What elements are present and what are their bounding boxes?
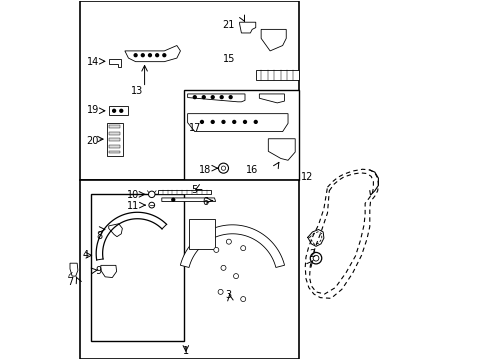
Circle shape bbox=[163, 54, 166, 57]
Bar bbox=[109, 132, 120, 135]
Text: 7: 7 bbox=[67, 277, 73, 287]
Polygon shape bbox=[109, 59, 122, 67]
Circle shape bbox=[241, 246, 245, 251]
Polygon shape bbox=[180, 225, 285, 267]
Circle shape bbox=[141, 54, 144, 57]
Polygon shape bbox=[109, 224, 122, 237]
Circle shape bbox=[218, 289, 223, 294]
Text: 6: 6 bbox=[202, 197, 209, 207]
Polygon shape bbox=[109, 107, 128, 115]
Circle shape bbox=[149, 202, 155, 208]
Circle shape bbox=[220, 96, 223, 99]
Polygon shape bbox=[162, 198, 216, 202]
Polygon shape bbox=[190, 220, 215, 249]
Circle shape bbox=[148, 54, 151, 57]
Bar bbox=[109, 150, 120, 153]
Circle shape bbox=[241, 297, 245, 302]
Text: 18: 18 bbox=[199, 165, 212, 175]
Bar bbox=[91, 194, 184, 341]
Bar bbox=[109, 138, 120, 141]
Text: 20: 20 bbox=[86, 136, 99, 145]
Circle shape bbox=[254, 121, 257, 123]
Bar bbox=[109, 126, 120, 129]
Circle shape bbox=[310, 252, 322, 264]
Polygon shape bbox=[188, 94, 245, 102]
Text: 19: 19 bbox=[86, 105, 98, 115]
Text: 12: 12 bbox=[300, 172, 313, 182]
Circle shape bbox=[221, 166, 225, 170]
Polygon shape bbox=[107, 123, 123, 156]
Circle shape bbox=[120, 109, 122, 112]
Polygon shape bbox=[101, 265, 117, 278]
Circle shape bbox=[226, 239, 231, 244]
Text: 21: 21 bbox=[222, 20, 235, 30]
Polygon shape bbox=[256, 69, 299, 80]
Bar bbox=[80, 180, 299, 359]
Polygon shape bbox=[125, 45, 180, 62]
Circle shape bbox=[219, 163, 228, 173]
Text: 10: 10 bbox=[127, 190, 139, 200]
Text: 1: 1 bbox=[183, 346, 189, 356]
Polygon shape bbox=[269, 139, 295, 160]
Bar bbox=[80, 1, 299, 180]
Text: 13: 13 bbox=[131, 86, 144, 96]
Text: 14: 14 bbox=[86, 57, 98, 67]
Bar bbox=[109, 145, 120, 148]
Circle shape bbox=[244, 121, 246, 123]
Circle shape bbox=[313, 255, 319, 261]
Text: 2: 2 bbox=[309, 248, 316, 258]
Polygon shape bbox=[261, 30, 286, 51]
Text: 17: 17 bbox=[189, 123, 201, 133]
Circle shape bbox=[134, 54, 137, 57]
Bar bbox=[184, 90, 299, 180]
Circle shape bbox=[172, 198, 175, 201]
Polygon shape bbox=[259, 94, 285, 103]
Circle shape bbox=[211, 96, 214, 99]
Text: 3: 3 bbox=[226, 291, 232, 301]
Circle shape bbox=[202, 96, 205, 99]
Circle shape bbox=[194, 96, 196, 99]
Circle shape bbox=[200, 121, 203, 123]
Text: 16: 16 bbox=[246, 165, 258, 175]
Text: 9: 9 bbox=[95, 266, 101, 276]
Circle shape bbox=[113, 109, 116, 112]
Circle shape bbox=[222, 121, 225, 123]
Text: 11: 11 bbox=[127, 201, 139, 211]
Circle shape bbox=[233, 121, 236, 123]
Circle shape bbox=[211, 121, 214, 123]
Circle shape bbox=[156, 54, 159, 57]
Circle shape bbox=[229, 96, 232, 99]
Text: 4: 4 bbox=[82, 250, 89, 260]
Text: 8: 8 bbox=[97, 231, 103, 240]
Circle shape bbox=[148, 191, 155, 198]
Polygon shape bbox=[240, 22, 256, 33]
Circle shape bbox=[214, 247, 219, 252]
Text: 15: 15 bbox=[222, 54, 235, 64]
Circle shape bbox=[221, 265, 226, 270]
Circle shape bbox=[234, 274, 239, 279]
Polygon shape bbox=[188, 114, 288, 132]
Polygon shape bbox=[158, 190, 211, 194]
Polygon shape bbox=[70, 263, 78, 276]
Text: 5: 5 bbox=[191, 185, 197, 195]
